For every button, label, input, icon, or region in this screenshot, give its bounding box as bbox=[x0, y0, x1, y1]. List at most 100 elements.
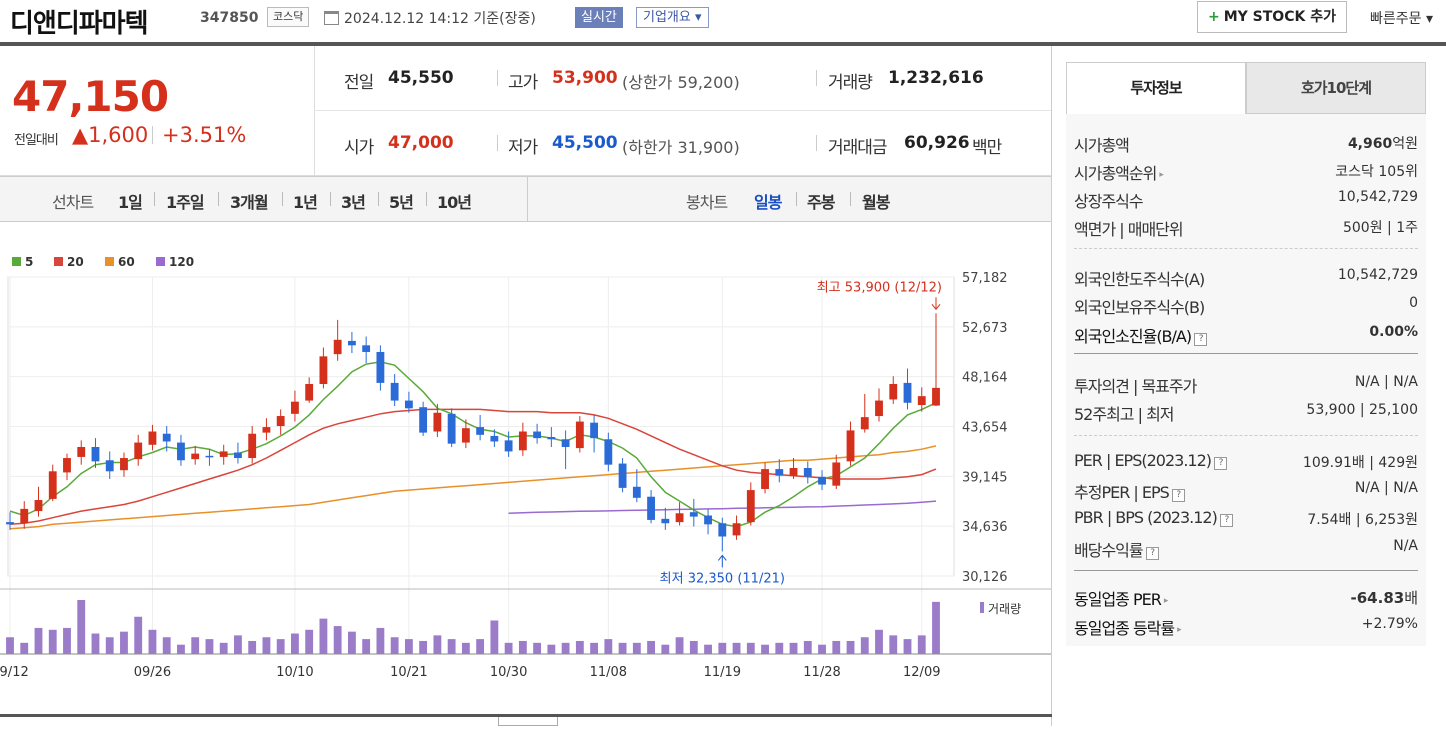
foreign-limit-value: 10,542,729 bbox=[1337, 267, 1418, 283]
section-divider bbox=[1074, 353, 1418, 354]
volume-bar bbox=[476, 639, 485, 654]
volume-bar bbox=[875, 629, 883, 654]
collapse-toggle-button[interactable] bbox=[498, 717, 558, 726]
realtime-button[interactable]: 실시간 bbox=[575, 7, 623, 28]
market-cap-rank-label: 시가총액순위 bbox=[1074, 164, 1157, 183]
market-cap-rank-row[interactable]: 시가총액순위 ▸ 코스닥 105위 bbox=[1074, 156, 1418, 184]
foreign-ratio-label: 외국인소진율(B/A) bbox=[1074, 327, 1192, 346]
candle-body bbox=[362, 345, 371, 352]
candle-body bbox=[305, 383, 314, 401]
candle-body bbox=[518, 431, 527, 451]
candle-daily[interactable]: 일봉 bbox=[754, 193, 782, 212]
candle-body bbox=[6, 522, 14, 525]
candle-weekly[interactable]: 주봉 bbox=[807, 193, 835, 212]
period-separator bbox=[282, 192, 283, 206]
volume-bar bbox=[832, 640, 841, 654]
foreign-ratio-row: 외국인소진율(B/A)? 0.00% bbox=[1074, 319, 1418, 347]
period-3y[interactable]: 3년 bbox=[341, 193, 366, 212]
candle-body bbox=[205, 455, 214, 458]
help-icon[interactable]: ? bbox=[1145, 547, 1159, 560]
market-badge: 코스닥 bbox=[267, 7, 310, 27]
candle-body bbox=[604, 439, 613, 465]
candle-body bbox=[917, 396, 926, 405]
volume-bar bbox=[177, 644, 185, 654]
help-icon[interactable]: ? bbox=[1194, 333, 1208, 346]
est-per-value: N/A | N/A bbox=[1354, 480, 1418, 496]
volume-bar bbox=[305, 629, 314, 654]
quick-order-button[interactable]: 빠른주문 ▾ bbox=[1370, 11, 1433, 27]
market-cap-row: 시가총액 4,960억원 bbox=[1074, 128, 1418, 156]
candle-body bbox=[461, 428, 470, 443]
face-value-value: 500원 | 1주 bbox=[1342, 220, 1418, 236]
tab-hoga-10[interactable]: 호가10단계 bbox=[1246, 62, 1426, 114]
price-chart[interactable]: 57,182 52,673 48,164 43,654 39,145 34,636 30,1… bbox=[0, 222, 1052, 726]
candle-monthly[interactable]: 월봉 bbox=[862, 193, 890, 212]
candle-body bbox=[718, 523, 727, 537]
volume-label: 거래량 bbox=[828, 73, 873, 93]
help-icon[interactable]: ? bbox=[1171, 489, 1185, 502]
volume-bar bbox=[276, 639, 285, 654]
quote-separator bbox=[497, 70, 498, 86]
change-percent: +3.51% bbox=[162, 123, 247, 147]
volume-bar bbox=[404, 639, 413, 654]
period-1y[interactable]: 1년 bbox=[293, 193, 318, 212]
candle-body bbox=[661, 518, 670, 524]
volume-bar bbox=[362, 639, 371, 654]
tab-invest-info[interactable]: 투자정보 bbox=[1066, 62, 1246, 114]
volume-bar bbox=[91, 633, 100, 654]
candle-body bbox=[333, 339, 342, 355]
add-my-stock-button[interactable]: + MY STOCK 추가 bbox=[1197, 1, 1347, 33]
company-overview-dropdown[interactable]: 기업개요 ▾ bbox=[636, 7, 709, 28]
period-1d[interactable]: 1일 bbox=[118, 193, 143, 212]
chevron-right-icon: ▸ bbox=[1159, 170, 1163, 180]
high-annotation: 최고 53,900 (12/12) bbox=[817, 280, 942, 295]
low-arrow-head bbox=[717, 554, 727, 561]
market-cap-rank-value: 코스닥 105위 bbox=[1335, 164, 1418, 180]
legend-swatch bbox=[105, 257, 114, 266]
ma120-line bbox=[508, 500, 937, 515]
candle-body bbox=[789, 467, 798, 476]
sector-change-value: +2.79% bbox=[1361, 616, 1418, 632]
x-tick-label: 11/08 bbox=[590, 665, 627, 680]
candle-body bbox=[191, 453, 200, 460]
period-selector-bar: 선차트 1일 1주일 3개월 1년 3년 5년 10년 봉차트 일봉 주봉 월봉 bbox=[0, 176, 1052, 222]
period-separator bbox=[426, 192, 427, 206]
foreign-limit-row: 외국인한도주식수(A) 10,542,729 bbox=[1074, 262, 1418, 290]
period-1w[interactable]: 1주일 bbox=[166, 193, 205, 212]
low-annotation: 최저 32,350 (11/21) bbox=[660, 571, 785, 586]
x-tick-label: 10/10 bbox=[276, 665, 313, 680]
candlestick-chart-svg[interactable]: 57,182 52,673 48,164 43,654 39,145 34,636 30,1… bbox=[0, 222, 1052, 726]
high-value: 53,900 bbox=[552, 68, 618, 88]
candle-body bbox=[476, 427, 485, 435]
volume-bar bbox=[162, 637, 171, 654]
help-icon[interactable]: ? bbox=[1214, 457, 1227, 470]
volume-bar bbox=[63, 627, 71, 654]
sector-per-row[interactable]: 동일업종 PER ▸ -64.83배 bbox=[1074, 582, 1418, 610]
volume-bar bbox=[661, 644, 670, 654]
candle-body bbox=[120, 458, 128, 471]
section-divider bbox=[1074, 248, 1418, 249]
volume-bar bbox=[191, 637, 200, 654]
volume-bar bbox=[461, 642, 470, 654]
period-10y[interactable]: 10년 bbox=[437, 193, 472, 212]
stock-header: 디앤디파마텍 347850 코스닥 2024.12.12 14:12 기준(장중… bbox=[0, 0, 1446, 40]
sector-per-label: 동일업종 PER bbox=[1074, 590, 1162, 609]
open-value: 47,000 bbox=[388, 133, 454, 153]
help-icon[interactable]: ? bbox=[1219, 514, 1233, 527]
period-3m[interactable]: 3개월 bbox=[230, 193, 269, 212]
period-5y[interactable]: 5년 bbox=[389, 193, 414, 212]
candle-body bbox=[63, 458, 71, 473]
candle-body bbox=[91, 446, 100, 462]
sector-change-row[interactable]: 동일업종 등락률 ▸ +2.79% bbox=[1074, 611, 1418, 639]
market-cap-label: 시가총액 bbox=[1074, 136, 1130, 155]
volume-bar bbox=[219, 642, 228, 654]
volume-bar bbox=[490, 620, 499, 654]
candle-body bbox=[732, 523, 741, 536]
candle-body bbox=[404, 400, 413, 409]
volume-bar bbox=[860, 637, 869, 654]
volume-bar bbox=[234, 635, 242, 654]
candle-body bbox=[704, 515, 712, 525]
candle-body bbox=[162, 433, 171, 442]
candle-body bbox=[875, 400, 883, 417]
volume-bar bbox=[148, 629, 157, 654]
